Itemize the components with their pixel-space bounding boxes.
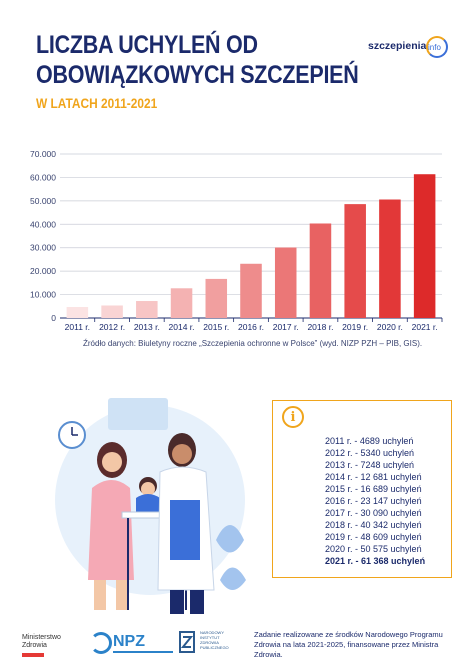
list-item: 2012 r. - 5340 uchyleń [325,448,415,458]
list-item: 2016 r. - 23 147 uchyleń [325,496,422,506]
x-tick-label: 2019 r. [342,322,368,332]
npz-logo-text: NPZ [113,633,145,650]
x-tick-label: 2013 r. [134,322,160,332]
logo-text: szczepienia [368,40,427,52]
npz-logo-icon [90,632,112,654]
bar [101,305,123,318]
list-item: 2018 r. - 40 342 uchyleń [325,520,422,530]
page-title: LICZBA UCHYLEŃ OD OBOWIĄZKOWYCH SZCZEPIE… [36,30,359,90]
list-item: 2014 r. - 12 681 uchyleń [325,472,422,482]
bar [309,223,332,318]
info-list: 2011 r. - 4689 uchyleń 2012 r. - 5340 uc… [325,435,425,567]
doctor-mother-child-illustration [55,398,246,614]
y-tick-label: 70.000 [30,149,56,159]
logo-ring-icon [426,36,448,58]
page-subtitle: W LATACH 2011-2021 [36,95,158,111]
nizp-logo-icon [179,631,195,653]
title-line-1: LICZBA UCHYLEŃ OD [36,31,258,59]
list-item: 2011 r. - 4689 uchyleń [325,436,414,446]
szczepienia-info-logo: szczepienia info [368,34,452,60]
list-item: 2015 r. - 16 689 uchyleń [325,484,422,494]
x-tick-label: 2020 r. [377,322,403,332]
info-box [272,400,452,578]
bar [136,301,158,318]
list-item: 2021 r. - 61 368 uchyleń [325,556,426,566]
mz-line-2: Zdrowia [22,642,47,649]
title-line-2: OBOWIĄZKOWYCH SZCZEPIEŃ [36,61,359,89]
bar [274,247,297,318]
funding-note: Zadanie realizowane ze środków Narodoweg… [254,630,443,659]
x-tick-label: 2016 r. [238,322,264,332]
nizp-line-2: INSTYTUT [200,635,220,640]
y-tick-label: 60.000 [30,172,56,182]
nizp-line-3: ZDROWIA [200,640,219,645]
x-tick-label: 2017 r. [273,322,299,332]
chart-source: Źródło danych: Biuletyny roczne „Szczepi… [83,339,423,348]
nizp-line-1: NARODOWY [200,630,224,635]
bar [240,263,262,318]
bar [344,204,366,318]
y-tick-label: 40.000 [30,219,56,229]
bar [379,199,401,318]
bar [205,278,228,318]
bar [66,307,89,318]
bar [170,288,193,318]
bar-chart: 0 10.000 20.000 30.000 40.000 50.000 60.000 70.… [30,149,443,332]
nizp-logo-text: NARODOWY INSTYTUT ZDROWIA PUBLICZNEGO [200,630,229,650]
y-tick-label: 50.000 [30,196,56,206]
list-item: 2019 r. - 48 609 uchyleń [325,532,422,542]
x-tick-label: 2015 r. [203,322,229,332]
y-tick-label: 10.000 [30,290,56,300]
list-item: 2020 r. - 50 575 uchyleń [325,544,422,554]
list-item: 2013 r. - 7248 uchyleń [325,460,415,470]
info-icon: i [282,406,304,428]
x-tick-label: 2014 r. [169,322,195,332]
y-tick-label: 20.000 [30,266,56,276]
x-tick-label: 2018 r. [307,322,333,332]
footer: Ministerstwo Zdrowia NPZ NARODOWY INSTYT… [0,618,474,669]
ministerstwo-zdrowia-logo: Ministerstwo Zdrowia [22,634,61,650]
npz-underline [113,651,173,653]
logo-info-text: info [428,43,441,52]
mz-flag-icon [22,653,44,657]
x-tick-label: 2011 r. [65,322,90,332]
x-tick-label: 2012 r. [99,322,125,332]
list-item: 2017 r. - 30 090 uchyleń [325,508,422,518]
y-tick-label: 0 [51,313,56,323]
y-tick-label: 30.000 [30,243,56,253]
bar [413,174,436,318]
nizp-line-4: PUBLICZNEGO [200,645,229,650]
x-tick-label: 2021 r. [412,322,438,332]
mz-line-1: Ministerstwo [22,634,61,641]
